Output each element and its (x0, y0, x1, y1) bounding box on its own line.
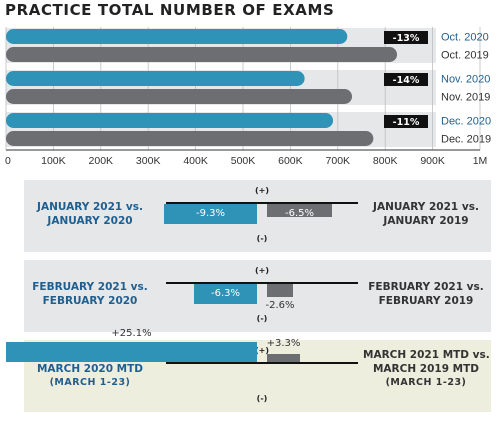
plus-sign: (+) (254, 346, 269, 355)
x-tick-label: 400K (183, 155, 208, 167)
right-change-value: -2.6% (265, 300, 295, 311)
x-tick-label: 200K (89, 155, 114, 167)
exam-bar (6, 113, 334, 128)
change-badge-text: -13% (393, 33, 420, 44)
right-change-bar (267, 284, 293, 297)
exam-bar (6, 89, 353, 104)
comparison-panel (24, 180, 491, 252)
left-label-line: JANUARY 2020 (47, 215, 133, 227)
exam-bar (6, 29, 348, 44)
x-tick-label: 0 (5, 155, 11, 167)
zero-baseline (166, 362, 358, 364)
minus-sign: (-) (256, 234, 268, 243)
comparison-panel (24, 260, 491, 332)
right-comparison-label: MARCH 2021 MTD vs. MARCH 2019 MTD (MARCH 1… (363, 348, 490, 390)
minus-sign: (-) (256, 314, 268, 323)
left-change-value: -9.3% (195, 208, 225, 219)
change-badge (384, 31, 428, 44)
right-comparison-label: FEBRUARY 2021 vs. FEBRUARY 2019 (363, 280, 489, 308)
right-change-value: +3.3% (266, 338, 301, 349)
right-label-line: MARCH 2019 MTD (372, 363, 479, 375)
x-tick-label: 800K (373, 155, 398, 167)
right-label-line: FEBRUARY 2019 (378, 295, 474, 307)
change-badge (384, 73, 428, 86)
bar-label: Dec. 2020 (441, 116, 491, 128)
change-badge-text: -11% (393, 117, 420, 128)
minus-sign: (-) (256, 394, 268, 403)
chart-title: PRACTICE TOTAL NUMBER OF EXAMS (5, 1, 335, 19)
bar-label: Dec. 2019 (441, 134, 491, 146)
change-badge (384, 115, 428, 128)
right-label-note: (MARCH 1-23) (385, 377, 467, 388)
zero-baseline (166, 282, 358, 284)
right-change-bar (267, 354, 300, 362)
left-change-bar (6, 342, 257, 362)
x-tick-label: 500K (231, 155, 256, 167)
left-label-line: FEBRUARY 2021 vs. (32, 281, 148, 293)
right-change-bar (267, 204, 332, 217)
plus-sign: (+) (254, 266, 269, 275)
bar-label: Nov. 2019 (441, 92, 490, 104)
exam-bar (6, 131, 374, 146)
right-label-line: JANUARY 2019 (383, 215, 469, 227)
left-change-value: -6.3% (210, 288, 240, 299)
right-change-value: -6.5% (284, 208, 314, 219)
bar-label: Oct. 2019 (441, 50, 489, 62)
exam-bar (6, 71, 305, 86)
x-tick-label: 100K (41, 155, 66, 167)
bar-label: Nov. 2020 (441, 74, 490, 86)
bar-label: Oct. 2020 (441, 32, 489, 44)
right-label-line: FEBRUARY 2021 vs. (368, 281, 484, 293)
right-label-line: MARCH 2021 MTD vs. (363, 349, 490, 361)
x-tick-label: 700K (326, 155, 351, 167)
exam-bar (6, 47, 398, 62)
left-label-line: MARCH 2020 MTD (36, 363, 143, 375)
right-label-line: JANUARY 2021 vs. (373, 201, 479, 213)
left-change-bar (194, 284, 257, 304)
x-tick-label: 900K (420, 155, 445, 167)
left-change-value: +25.1% (111, 328, 152, 339)
left-change-bar (164, 204, 257, 224)
plus-sign: (+) (254, 186, 269, 195)
left-comparison-label: JANUARY 2021 vs. JANUARY 2020 (26, 200, 154, 228)
zero-baseline (166, 202, 358, 204)
right-comparison-label: JANUARY 2021 vs. JANUARY 2019 (363, 200, 489, 228)
left-label-line: FEBRUARY 2020 (42, 295, 138, 307)
x-tick-label: 600K (278, 155, 303, 167)
top-bar-chart: Oct. 2020 Oct. 2019 -13% Nov. 2020 Nov. 2019… (5, 27, 491, 167)
left-label-line: JANUARY 2021 vs. (37, 201, 143, 213)
left-label-note: (MARCH 1-23) (49, 377, 131, 388)
change-badge-text: -14% (393, 75, 420, 86)
left-comparison-label: FEBRUARY 2021 vs. FEBRUARY 2020 (26, 280, 154, 308)
x-tick-label: 1M (473, 155, 488, 167)
x-tick-label: 300K (136, 155, 161, 167)
